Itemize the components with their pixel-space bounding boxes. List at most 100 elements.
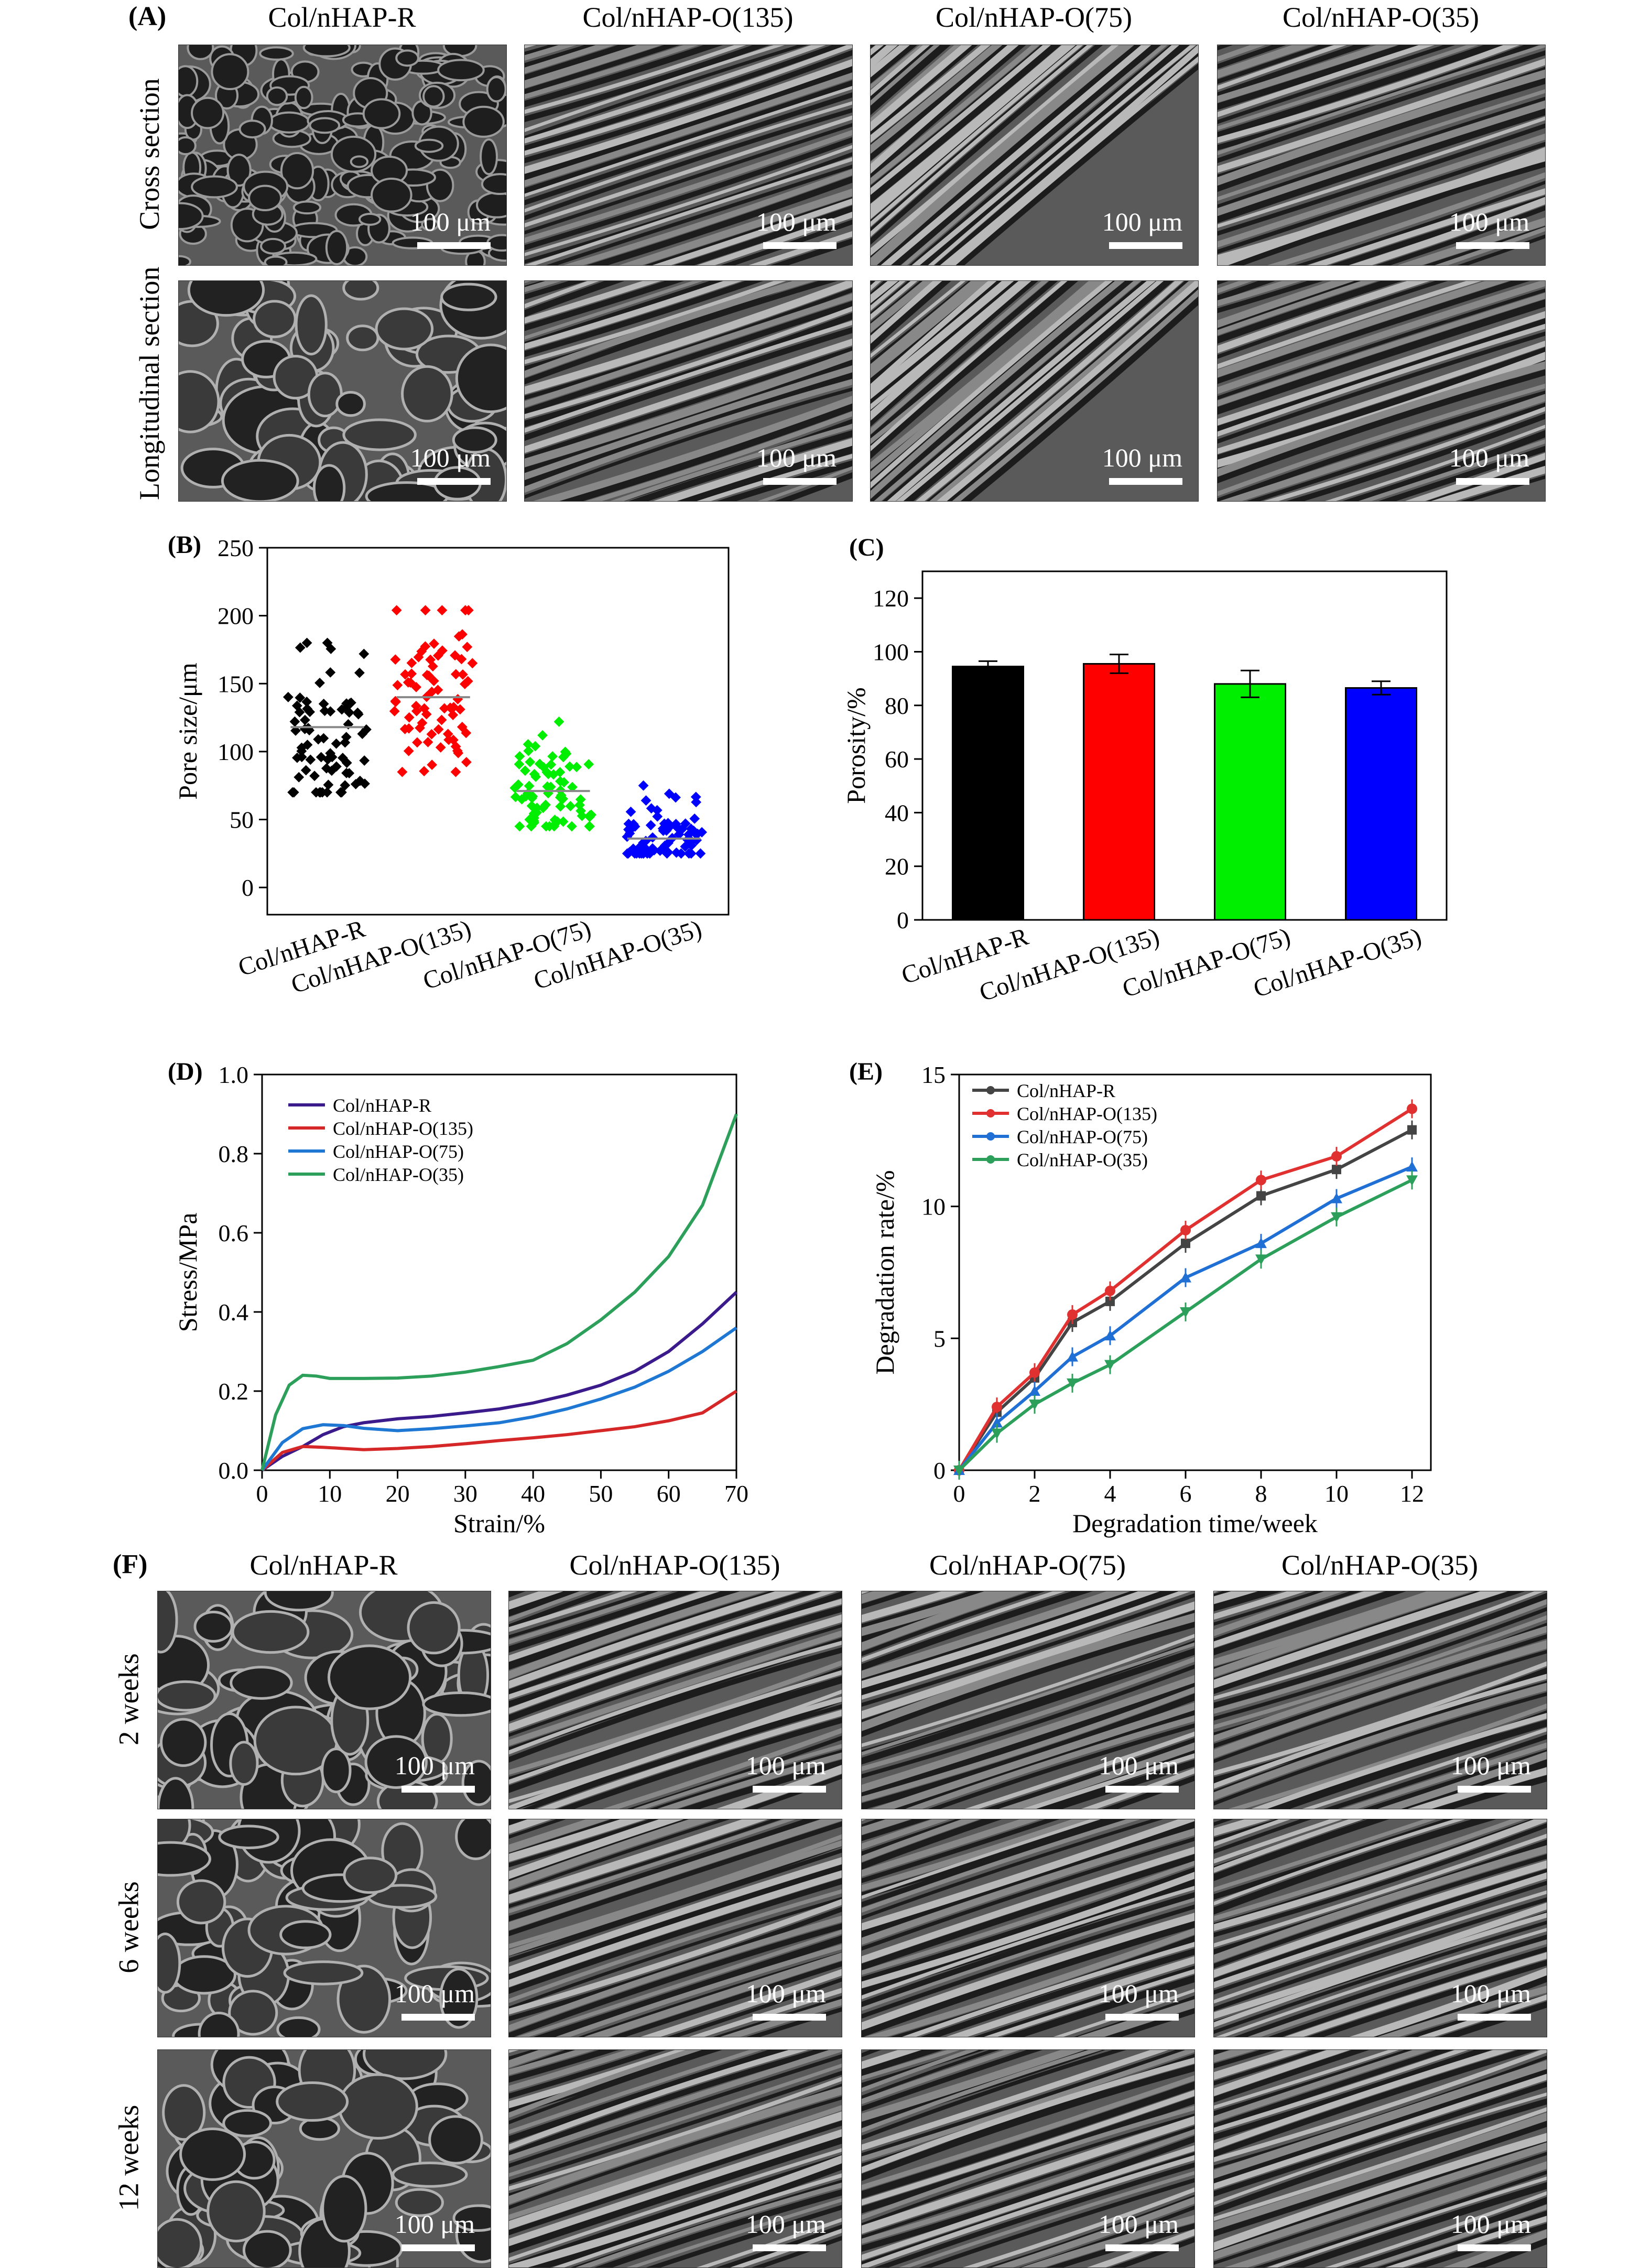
data-point (514, 821, 525, 832)
panel-f-sem-image: 100 μm (1213, 1819, 1547, 2037)
data-point (574, 799, 585, 810)
data-point (1104, 1360, 1116, 1371)
series-line (260, 1113, 738, 1471)
plot-frame (261, 1073, 737, 1471)
data-point (1104, 1330, 1116, 1341)
data-point (1406, 1175, 1418, 1186)
scale-bar-label: 100 μm (1098, 2209, 1179, 2239)
data-point (547, 751, 558, 762)
panel-f-column-header: Col/nHAP-R (249, 1549, 398, 1581)
data-point (346, 697, 356, 708)
data-point (1406, 1161, 1418, 1172)
scale-bar-label: 100 μm (410, 207, 491, 236)
scale-bar-label: 100 μm (394, 1751, 475, 1780)
scale-bar (1109, 242, 1182, 249)
scale-bar (1458, 2014, 1531, 2021)
data-point (651, 805, 662, 816)
y-tick-label: 120 (873, 585, 909, 612)
data-point (1256, 1191, 1266, 1201)
data-point (429, 638, 439, 649)
panel-a-column-header: Col/nHAP-O(35) (1283, 2, 1479, 33)
legend-label: Col/nHAP-R (1017, 1080, 1115, 1101)
y-tick-label: 250 (218, 535, 254, 561)
data-point (645, 820, 656, 831)
data-point (463, 605, 474, 616)
plot-frame (958, 1073, 1432, 1471)
data-point (628, 843, 639, 854)
scale-bar (763, 242, 837, 249)
y-tick-label: 100 (218, 739, 254, 765)
scale-bar (1109, 478, 1182, 485)
data-point (1180, 1224, 1191, 1235)
data-point (565, 801, 576, 811)
data-point (1181, 1239, 1190, 1249)
scale-bar (1105, 2014, 1179, 2021)
data-point (1331, 1192, 1342, 1203)
scale-bar (417, 242, 491, 249)
panel-label-e: (E) (849, 1058, 883, 1086)
data-point (331, 738, 342, 749)
panel-f-column-header: Col/nHAP-O(135) (569, 1549, 780, 1581)
data-point (1180, 1307, 1191, 1318)
x-tick-label: 0 (256, 1480, 268, 1507)
data-point (638, 780, 649, 791)
scale-bar-label: 100 μm (1449, 207, 1529, 236)
panel-f-sem-image: 100 μm (157, 1819, 491, 2037)
y-tick-label: 10 (921, 1193, 946, 1220)
y-tick-label: 20 (885, 853, 909, 880)
legend-label: Col/nHAP-O(35) (1017, 1149, 1148, 1170)
legend-label: Col/nHAP-O(135) (333, 1118, 473, 1139)
data-point (467, 658, 478, 669)
legend-marker (986, 1086, 995, 1094)
data-point (527, 793, 538, 804)
data-point (354, 667, 365, 678)
porosity-bar-chart: (C)020406080100120Porosity/%Col/nHAP-RCo… (841, 534, 1448, 1007)
data-point (314, 677, 325, 688)
panel-a-sem-image: 100 μm (870, 45, 1199, 266)
data-point (1067, 1351, 1078, 1362)
x-tick-label: 60 (657, 1480, 681, 1507)
data-point (992, 1402, 1002, 1413)
data-point (390, 654, 401, 665)
scale-bar-label: 100 μm (745, 2209, 826, 2239)
data-point (359, 648, 370, 659)
data-point (406, 657, 417, 668)
data-point (556, 790, 567, 801)
bar (1214, 683, 1286, 921)
data-point (662, 847, 673, 857)
series-line (260, 1326, 737, 1471)
scale-bar-label: 100 μm (1098, 1979, 1179, 2008)
scale-bar (753, 1786, 826, 1793)
data-point (1256, 1175, 1266, 1186)
data-point (953, 1466, 965, 1476)
data-point (450, 766, 461, 777)
data-point (689, 827, 700, 838)
data-point (406, 668, 417, 679)
data-point (331, 761, 342, 772)
scale-bar-label: 100 μm (394, 2209, 475, 2239)
data-point (659, 818, 670, 829)
panel-f-sem-image: 100 μm (1213, 1591, 1547, 1809)
data-point (553, 716, 564, 727)
data-point (1331, 1212, 1342, 1223)
scale-bar-label: 100 μm (745, 1979, 826, 2008)
data-point (442, 729, 453, 740)
data-point (670, 792, 681, 803)
data-point (1067, 1378, 1078, 1389)
plot-frame (266, 547, 730, 916)
data-point (545, 782, 556, 793)
scale-bar (401, 1786, 475, 1793)
data-point (624, 826, 635, 836)
y-tick-label: 0.6 (219, 1220, 249, 1246)
legend-marker (986, 1155, 995, 1164)
panel-label-b: (B) (168, 531, 201, 559)
series-line (261, 1390, 737, 1472)
data-point (524, 780, 535, 791)
x-tick-label: 40 (521, 1480, 545, 1507)
y-tick-label: 1.0 (219, 1061, 249, 1088)
data-point (531, 802, 542, 813)
scale-bar-label: 100 μm (1102, 207, 1182, 236)
data-point (558, 816, 569, 827)
panel-a-column-header: Col/nHAP-O(75) (936, 2, 1132, 33)
data-point (584, 811, 595, 822)
